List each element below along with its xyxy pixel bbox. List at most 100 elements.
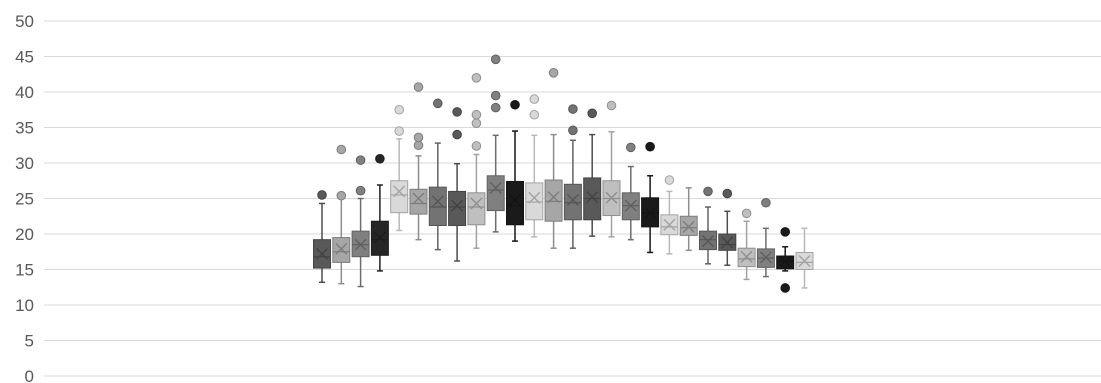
outlier-point — [490, 54, 501, 65]
box-iqr — [506, 180, 524, 226]
box-iqr — [544, 179, 563, 222]
mean-marker — [354, 238, 367, 251]
mean-marker — [740, 250, 753, 263]
outlier-point — [452, 129, 462, 140]
mean-marker — [682, 220, 695, 233]
mean-marker — [663, 218, 676, 231]
mean-marker — [509, 193, 521, 206]
mean-marker — [373, 231, 386, 244]
mean-marker — [566, 193, 579, 206]
mean-marker — [335, 242, 348, 255]
outlier-point — [355, 185, 366, 196]
outlier-point — [471, 141, 482, 151]
mean-marker — [393, 185, 406, 198]
mean-marker — [528, 191, 541, 204]
box-iqr — [486, 175, 505, 212]
mean-marker — [451, 199, 464, 212]
y-tick-label: 25 — [15, 190, 34, 209]
box-series — [602, 100, 621, 238]
outlier-point — [529, 109, 540, 120]
box-series — [679, 187, 698, 252]
box-series — [621, 142, 640, 241]
box-series — [525, 94, 544, 238]
box-series — [756, 197, 775, 278]
outlier-point — [471, 109, 482, 120]
box-iqr — [332, 237, 351, 263]
mean-marker — [605, 191, 618, 204]
mean-marker — [779, 255, 792, 268]
y-tick-label: 45 — [15, 48, 34, 67]
box-series — [699, 186, 717, 265]
box-series — [506, 99, 524, 242]
outlier-point — [780, 227, 791, 237]
mean-marker — [431, 195, 444, 208]
outlier-point — [394, 104, 405, 115]
outlier-point — [529, 94, 540, 104]
outlier-point — [452, 107, 462, 117]
box-iqr — [467, 192, 486, 226]
box-series — [332, 144, 351, 285]
box-series — [641, 141, 660, 254]
outlier-point — [626, 142, 636, 153]
y-tick-label: 15 — [15, 261, 34, 280]
mean-marker — [721, 236, 734, 249]
outlier-point — [722, 188, 733, 199]
y-axis: 0 5 10 15 20 25 30 35 40 45 50 — [15, 12, 34, 383]
box-series — [390, 104, 409, 232]
outlier-point — [761, 197, 771, 208]
box-series — [448, 107, 467, 262]
mean-marker — [798, 254, 811, 267]
y-tick-label: 5 — [25, 332, 34, 351]
y-tick-label: 10 — [15, 296, 34, 315]
outlier-point — [375, 153, 385, 164]
outlier-point — [548, 68, 559, 78]
box-series — [428, 98, 447, 251]
outlier-point — [587, 108, 598, 119]
outlier-point — [741, 208, 752, 219]
box-iqr — [448, 190, 467, 226]
outlier-point — [645, 141, 655, 152]
outlier-point — [664, 175, 675, 185]
y-tick-label: 30 — [15, 154, 34, 173]
box-series — [583, 108, 602, 237]
mean-marker — [547, 191, 560, 204]
mean-marker — [624, 199, 637, 212]
mean-marker — [644, 206, 657, 219]
box-series — [467, 73, 486, 249]
box-series — [737, 208, 756, 281]
box-series — [660, 175, 679, 255]
outlier-point — [606, 100, 617, 111]
outlier-point — [413, 132, 424, 143]
outlier-point — [317, 190, 327, 200]
box-series — [795, 227, 814, 289]
y-tick-label: 50 — [15, 12, 34, 31]
outlier-point — [413, 82, 424, 92]
y-tick-label: 40 — [15, 83, 34, 102]
mean-marker — [702, 235, 714, 248]
y-tick-label: 35 — [15, 119, 34, 138]
box-series-group — [313, 54, 814, 293]
box-iqr — [390, 180, 409, 214]
box-iqr — [679, 215, 698, 236]
outlier-point — [471, 118, 482, 129]
outlier-point — [336, 190, 347, 201]
mean-marker — [412, 192, 425, 205]
box-series — [370, 153, 389, 272]
mean-marker — [316, 247, 328, 260]
mean-marker — [586, 191, 599, 204]
outlier-point — [433, 98, 443, 109]
outlier-point — [490, 102, 501, 113]
outlier-point — [471, 73, 482, 83]
box-iqr — [525, 182, 544, 221]
box-series — [776, 227, 795, 293]
mean-marker — [759, 251, 772, 264]
box-series — [409, 82, 428, 241]
box-iqr — [409, 188, 428, 215]
mean-marker — [489, 181, 502, 194]
box-iqr — [563, 183, 582, 221]
box-series — [351, 155, 370, 288]
box-series — [313, 190, 331, 284]
outlier-point — [568, 104, 578, 114]
outlier-point — [336, 144, 347, 155]
